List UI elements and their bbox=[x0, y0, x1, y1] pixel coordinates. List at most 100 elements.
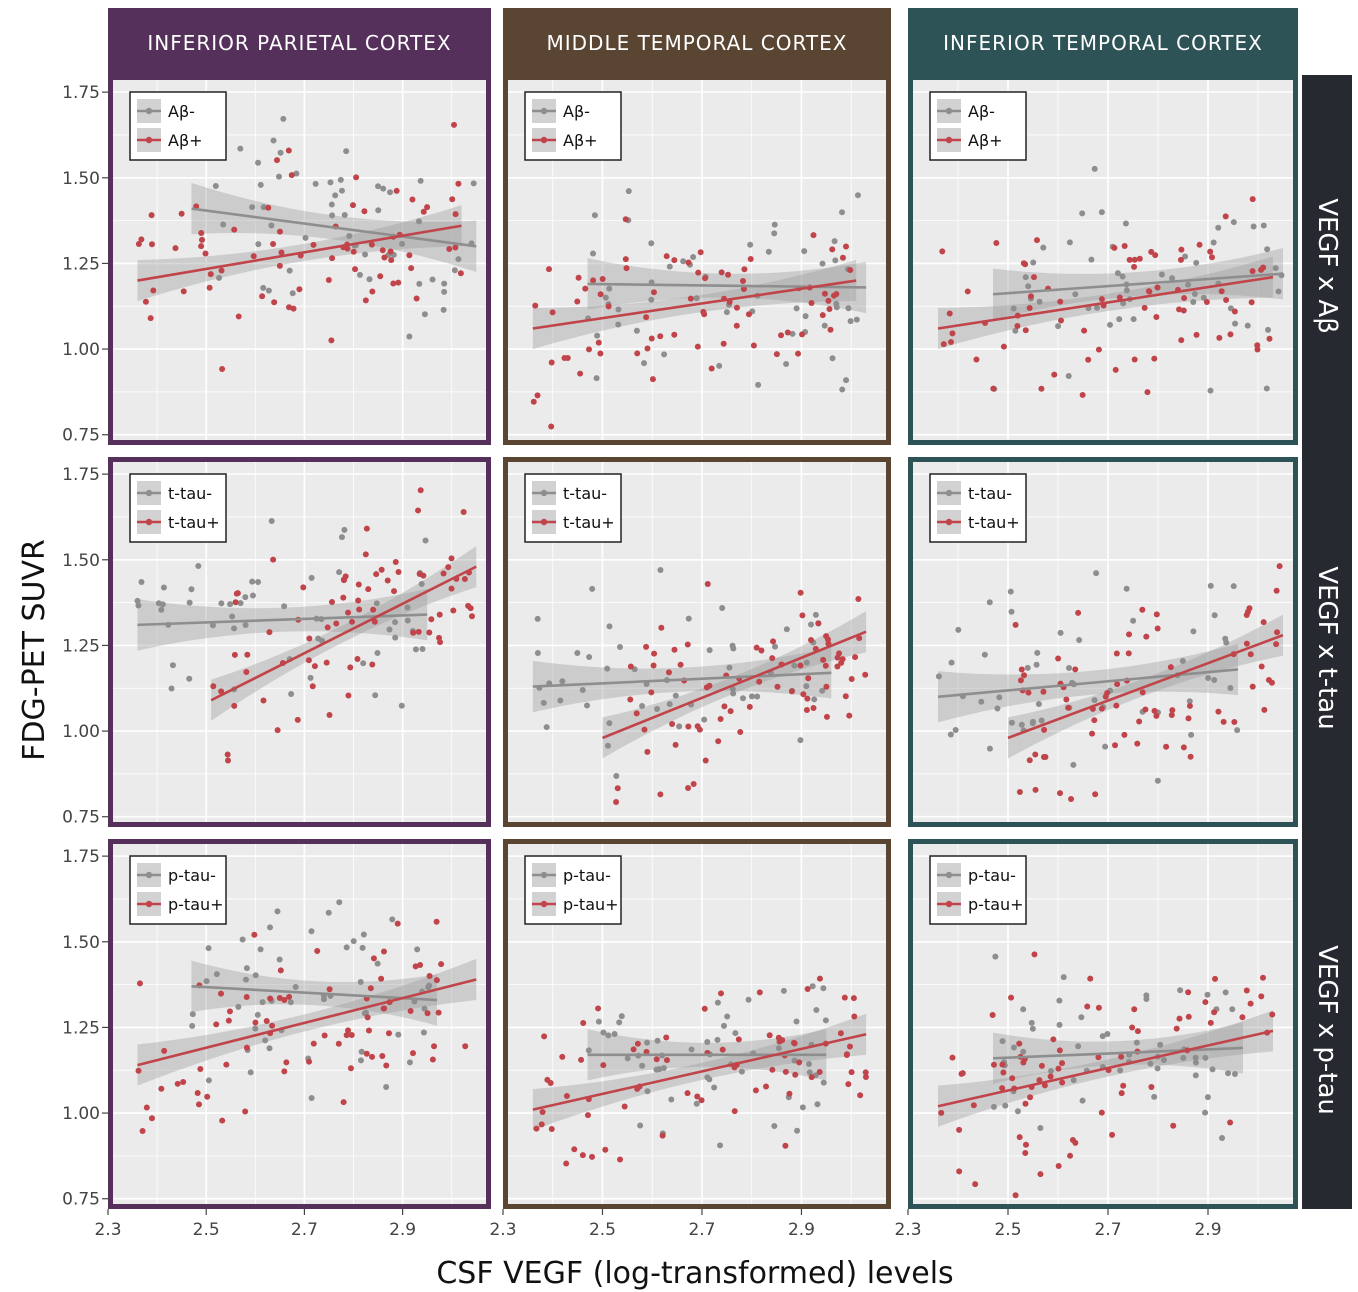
data-point-pos bbox=[446, 245, 453, 252]
data-point-pos bbox=[1009, 1075, 1016, 1082]
data-point-pos bbox=[695, 269, 702, 276]
x-tick-label: 2.3 bbox=[894, 1220, 921, 1240]
data-point-pos bbox=[650, 289, 657, 296]
regression-line-neg bbox=[937, 668, 1239, 699]
data-point-neg bbox=[559, 678, 566, 685]
data-point-neg bbox=[1231, 1070, 1238, 1077]
data-point-neg bbox=[440, 306, 447, 313]
data-point-neg bbox=[1272, 265, 1279, 272]
data-point-pos bbox=[1276, 563, 1283, 570]
x-tick-label: 2.9 bbox=[389, 1220, 416, 1240]
data-point-pos bbox=[585, 346, 592, 353]
data-point-neg bbox=[595, 1018, 602, 1025]
regression-line-neg bbox=[992, 272, 1284, 296]
data-point-pos bbox=[644, 748, 651, 755]
data-point-pos bbox=[823, 683, 830, 690]
data-point-neg bbox=[806, 1069, 813, 1076]
data-point-pos bbox=[1113, 702, 1120, 709]
data-point-pos bbox=[1243, 987, 1250, 994]
legend-label-neg: p-tau- bbox=[168, 866, 216, 885]
data-point-pos bbox=[1249, 196, 1256, 203]
data-point-neg bbox=[802, 313, 809, 320]
data-point-neg bbox=[839, 209, 846, 216]
legend-label-pos: t-tau+ bbox=[968, 513, 1020, 532]
data-point-neg bbox=[308, 574, 315, 581]
data-point-pos bbox=[788, 688, 795, 695]
data-point-pos bbox=[213, 1021, 220, 1028]
data-point-pos bbox=[300, 584, 307, 591]
data-point-pos bbox=[696, 726, 703, 733]
data-point-neg bbox=[591, 212, 598, 219]
data-point-pos bbox=[323, 659, 330, 666]
data-point-pos bbox=[796, 1059, 803, 1066]
data-point-neg bbox=[186, 599, 193, 606]
data-point-neg bbox=[729, 686, 736, 693]
data-point-pos bbox=[804, 985, 811, 992]
data-point-pos bbox=[1231, 308, 1238, 315]
data-point-pos bbox=[199, 236, 206, 243]
data-point-neg bbox=[1232, 320, 1239, 327]
data-point-pos bbox=[1148, 1083, 1155, 1090]
data-point-neg bbox=[1120, 300, 1127, 307]
data-point-pos bbox=[694, 343, 701, 350]
legend-key-point bbox=[145, 871, 153, 879]
data-point-neg bbox=[606, 623, 613, 630]
data-point-neg bbox=[242, 621, 249, 628]
data-point-neg bbox=[625, 188, 632, 195]
data-point-neg bbox=[847, 318, 854, 325]
data-point-neg bbox=[260, 284, 267, 291]
data-point-pos bbox=[846, 712, 853, 719]
data-point-pos bbox=[773, 351, 780, 358]
data-point-pos bbox=[370, 955, 377, 962]
data-point-neg bbox=[955, 626, 962, 633]
data-point-pos bbox=[622, 256, 629, 263]
data-point-pos bbox=[379, 247, 386, 254]
data-point-pos bbox=[746, 703, 753, 710]
data-point-neg bbox=[252, 1025, 259, 1032]
data-point-pos bbox=[455, 180, 462, 187]
data-point-pos bbox=[1067, 1152, 1074, 1159]
row-strip bbox=[1302, 457, 1352, 839]
data-point-neg bbox=[1037, 1125, 1044, 1132]
data-point-pos bbox=[684, 641, 691, 648]
data-point-neg bbox=[739, 695, 746, 702]
data-point-neg bbox=[616, 643, 623, 650]
data-point-neg bbox=[738, 1068, 745, 1075]
data-point-pos bbox=[964, 288, 971, 295]
data-point-pos bbox=[597, 291, 604, 298]
data-point-pos bbox=[823, 633, 830, 640]
data-point-neg bbox=[1029, 720, 1036, 727]
data-point-pos bbox=[836, 650, 843, 657]
panel: p-tau-p-tau+ 0.75 1.00 1.25 1.50 1.75 2.3 2.5 2.… bbox=[62, 839, 491, 1240]
data-point-pos bbox=[150, 287, 157, 294]
data-point-neg bbox=[812, 611, 819, 618]
data-point-pos bbox=[1063, 696, 1070, 703]
data-point-pos bbox=[294, 716, 301, 723]
data-point-neg bbox=[1107, 321, 1114, 328]
data-point-neg bbox=[793, 305, 800, 312]
data-point-neg bbox=[362, 251, 369, 258]
data-point-pos bbox=[634, 350, 641, 357]
data-point-pos bbox=[142, 298, 149, 305]
data-point-neg bbox=[745, 996, 752, 1003]
data-point-neg bbox=[1186, 698, 1193, 705]
data-point-pos bbox=[665, 669, 672, 676]
data-point-neg bbox=[1263, 385, 1270, 392]
data-point-pos bbox=[685, 785, 692, 792]
data-point-pos bbox=[136, 980, 143, 987]
data-point-neg bbox=[1204, 1094, 1211, 1101]
column-header-strip bbox=[908, 8, 1298, 75]
data-point-pos bbox=[407, 1008, 414, 1015]
data-point-neg bbox=[981, 651, 988, 658]
data-point-neg bbox=[648, 296, 655, 303]
data-point-neg bbox=[1076, 637, 1083, 644]
legend-key-point bbox=[945, 107, 953, 115]
data-point-neg bbox=[992, 953, 999, 960]
data-point-neg bbox=[138, 579, 145, 586]
legend-label-pos: Aβ+ bbox=[563, 131, 598, 150]
data-point-pos bbox=[786, 1090, 793, 1097]
data-point-pos bbox=[993, 240, 1000, 247]
data-point-pos bbox=[1207, 248, 1214, 255]
data-point-pos bbox=[841, 994, 848, 1001]
data-point-pos bbox=[1065, 704, 1072, 711]
